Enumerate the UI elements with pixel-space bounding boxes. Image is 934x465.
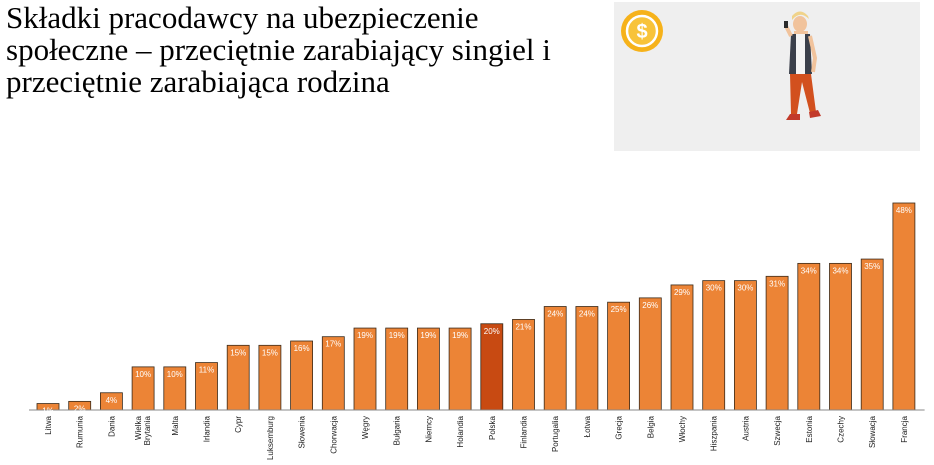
bar-21 bbox=[702, 280, 726, 411]
data-label-26: 35% bbox=[864, 262, 880, 271]
data-label-9: 17% bbox=[325, 340, 341, 349]
category-label-18: Grecja bbox=[615, 415, 624, 439]
data-label-2: 4% bbox=[106, 396, 118, 405]
data-label-3: 10% bbox=[135, 370, 151, 379]
category-label-8: Słowenia bbox=[298, 415, 307, 448]
category-label-0: Litwa bbox=[44, 415, 53, 434]
bar-18 bbox=[607, 301, 630, 411]
dollar-coin-icon: $ bbox=[621, 10, 663, 52]
data-label-1: 2% bbox=[74, 404, 86, 413]
bar-13 bbox=[448, 327, 472, 411]
category-label-23: Szwecja bbox=[773, 415, 782, 445]
category-label-15: Finlandia bbox=[520, 415, 529, 448]
data-label-24: 34% bbox=[801, 266, 817, 275]
data-label-22: 30% bbox=[737, 284, 753, 293]
data-label-13: 19% bbox=[452, 331, 468, 340]
category-label-11: Bułgaria bbox=[393, 415, 402, 445]
page-title: Składki pracodawcy na ubezpieczenie społ… bbox=[6, 0, 551, 99]
data-label-12: 19% bbox=[420, 331, 436, 340]
person-phone-icon bbox=[784, 11, 821, 120]
bar-20 bbox=[670, 284, 694, 411]
category-label-17: Łotwa bbox=[583, 415, 592, 437]
category-label-6: Cypr bbox=[234, 416, 243, 433]
category-label-10: Węgry bbox=[361, 416, 370, 439]
category-label-19: Belgia bbox=[646, 415, 655, 438]
bar-27 bbox=[892, 202, 916, 411]
data-label-18: 25% bbox=[611, 305, 627, 314]
category-label-7: Luksemburg bbox=[266, 416, 275, 460]
data-label-16: 24% bbox=[547, 310, 563, 319]
bar-24 bbox=[797, 262, 821, 411]
data-label-20: 29% bbox=[674, 288, 690, 297]
data-label-8: 16% bbox=[294, 344, 310, 353]
data-label-7: 15% bbox=[262, 348, 278, 357]
category-label-21: Hiszpania bbox=[710, 415, 719, 451]
category-label-16: Portugalia bbox=[551, 415, 560, 452]
bar-19 bbox=[638, 297, 662, 411]
data-label-6: 15% bbox=[230, 348, 246, 357]
bar-15 bbox=[512, 319, 535, 411]
category-label-2: Dania bbox=[107, 415, 116, 436]
category-label-5: Irlandia bbox=[203, 415, 212, 442]
data-label-19: 26% bbox=[642, 301, 658, 310]
bar-12 bbox=[416, 327, 440, 411]
category-label-4: Malta bbox=[171, 415, 180, 435]
bar-14 bbox=[480, 323, 504, 411]
bar-17 bbox=[575, 306, 599, 411]
bar-26 bbox=[860, 258, 884, 411]
data-label-23: 31% bbox=[769, 279, 785, 288]
bar-11 bbox=[385, 327, 409, 411]
category-label-24: Estonia bbox=[805, 415, 814, 442]
category-label-22: Austria bbox=[741, 415, 750, 440]
category-label-27: Francja bbox=[900, 415, 909, 442]
data-label-10: 19% bbox=[357, 331, 373, 340]
bar-23 bbox=[765, 275, 789, 411]
bar-22 bbox=[734, 280, 757, 411]
category-label-1: Rumunia bbox=[76, 415, 85, 448]
illustration-panel: $ bbox=[614, 2, 920, 151]
category-label-3: WielkaBrytania bbox=[134, 415, 152, 445]
bar-10 bbox=[353, 327, 377, 411]
bar-16 bbox=[543, 306, 567, 411]
data-label-25: 34% bbox=[832, 266, 848, 275]
category-label-20: Włochy bbox=[678, 416, 687, 442]
data-label-21: 30% bbox=[706, 284, 722, 293]
category-label-9: Chorwacja bbox=[329, 415, 338, 453]
data-label-0: 1% bbox=[42, 407, 54, 416]
data-label-17: 24% bbox=[579, 310, 595, 319]
category-label-14: Polska bbox=[488, 415, 497, 440]
data-label-4: 10% bbox=[167, 370, 183, 379]
data-label-11: 19% bbox=[389, 331, 405, 340]
category-label-13: Holandia bbox=[456, 415, 465, 447]
data-label-14: 20% bbox=[484, 327, 500, 336]
data-label-15: 21% bbox=[515, 322, 531, 331]
category-label-26: Słowacja bbox=[868, 415, 877, 448]
category-label-25: Czechy bbox=[837, 416, 846, 443]
data-label-27: 48% bbox=[896, 206, 912, 215]
bar-25 bbox=[829, 262, 852, 411]
category-label-12: Niemcy bbox=[424, 416, 433, 443]
data-label-5: 11% bbox=[199, 366, 214, 375]
coin-symbol: $ bbox=[636, 21, 647, 43]
